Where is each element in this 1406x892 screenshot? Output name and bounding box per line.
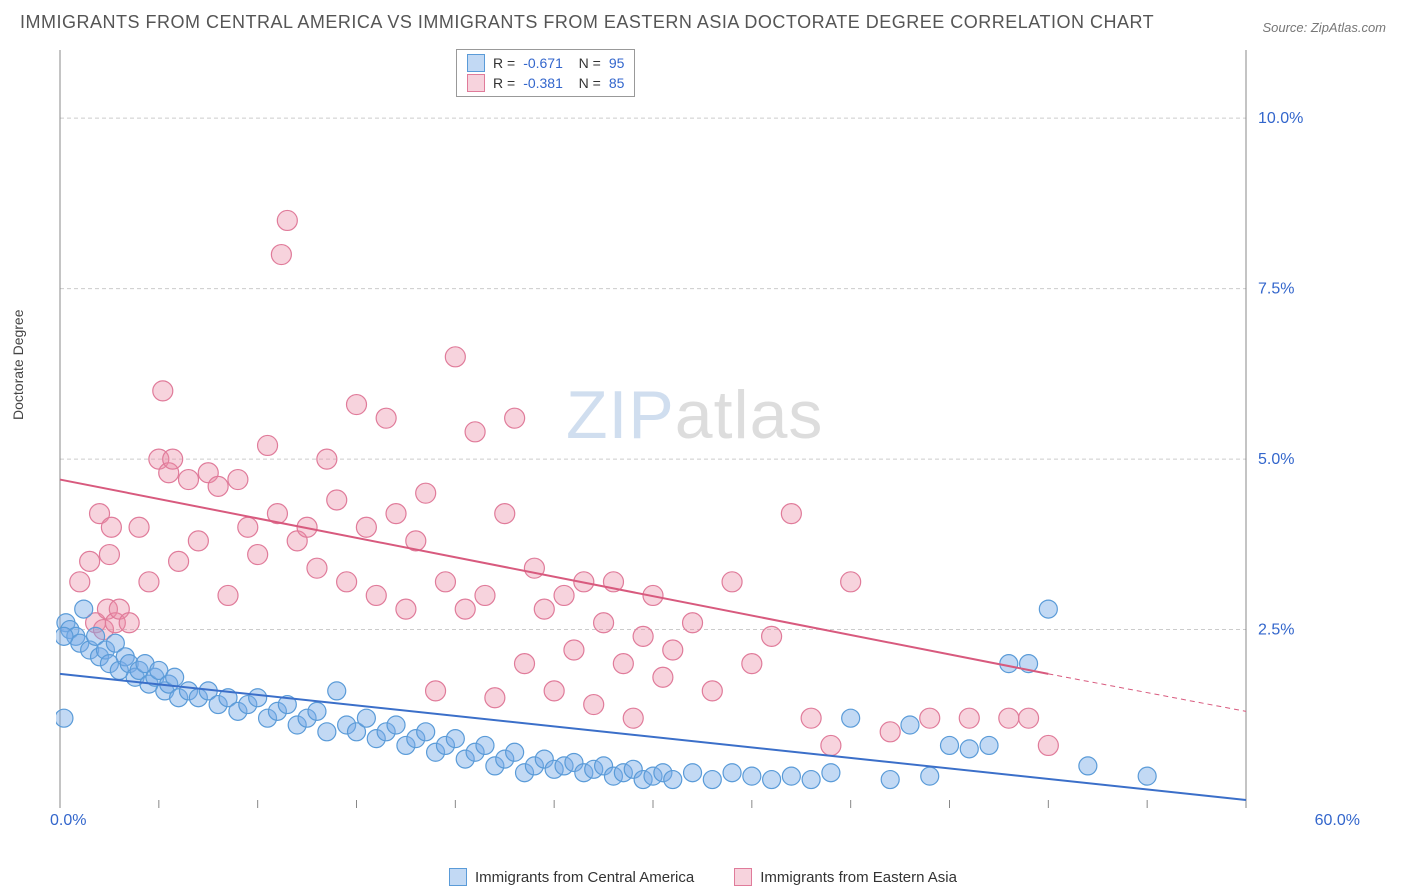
x-axis-max-label: 60.0%	[1315, 812, 1360, 830]
legend-r-label-2: R =	[493, 75, 515, 91]
scatter-plot-svg: 2.5% 5.0% 7.5% 10.0%	[56, 46, 1306, 836]
source-attribution: Source: ZipAtlas.com	[1262, 20, 1386, 35]
legend-n-value-1: 95	[609, 55, 625, 71]
bottom-swatch-pink	[734, 868, 752, 886]
bottom-legend-label-2: Immigrants from Eastern Asia	[760, 869, 957, 886]
legend-r-value-1: -0.671	[523, 55, 563, 71]
x-axis-min-label: 0.0%	[50, 812, 86, 830]
legend-n-label-1: N =	[571, 55, 601, 71]
legend-r-value-2: -0.381	[523, 75, 563, 91]
bottom-legend-label-1: Immigrants from Central America	[475, 869, 694, 886]
legend-swatch-blue	[467, 54, 485, 72]
svg-text:10.0%: 10.0%	[1258, 110, 1303, 127]
legend-r-label-1: R =	[493, 55, 515, 71]
correlation-legend: R = -0.671 N = 95 R = -0.381 N = 85	[456, 49, 635, 97]
chart-area: 2.5%5.0%7.5%10.0% ZIPatlas R = -0.671 N …	[56, 46, 1306, 836]
svg-text:5.0%: 5.0%	[1258, 451, 1294, 468]
bottom-legend-item-1: Immigrants from Central America	[449, 868, 694, 886]
svg-text:2.5%: 2.5%	[1258, 622, 1294, 639]
svg-text:7.5%: 7.5%	[1258, 281, 1294, 298]
legend-row-series-1: R = -0.671 N = 95	[467, 54, 624, 72]
legend-n-label-2: N =	[571, 75, 601, 91]
bottom-legend-item-2: Immigrants from Eastern Asia	[734, 868, 957, 886]
chart-title: IMMIGRANTS FROM CENTRAL AMERICA VS IMMIG…	[20, 12, 1154, 33]
legend-swatch-pink	[467, 74, 485, 92]
y-axis-label: Doctorate Degree	[10, 309, 26, 420]
legend-row-series-2: R = -0.381 N = 85	[467, 74, 624, 92]
bottom-swatch-blue	[449, 868, 467, 886]
legend-n-value-2: 85	[609, 75, 625, 91]
bottom-legend: Immigrants from Central America Immigran…	[0, 868, 1406, 886]
